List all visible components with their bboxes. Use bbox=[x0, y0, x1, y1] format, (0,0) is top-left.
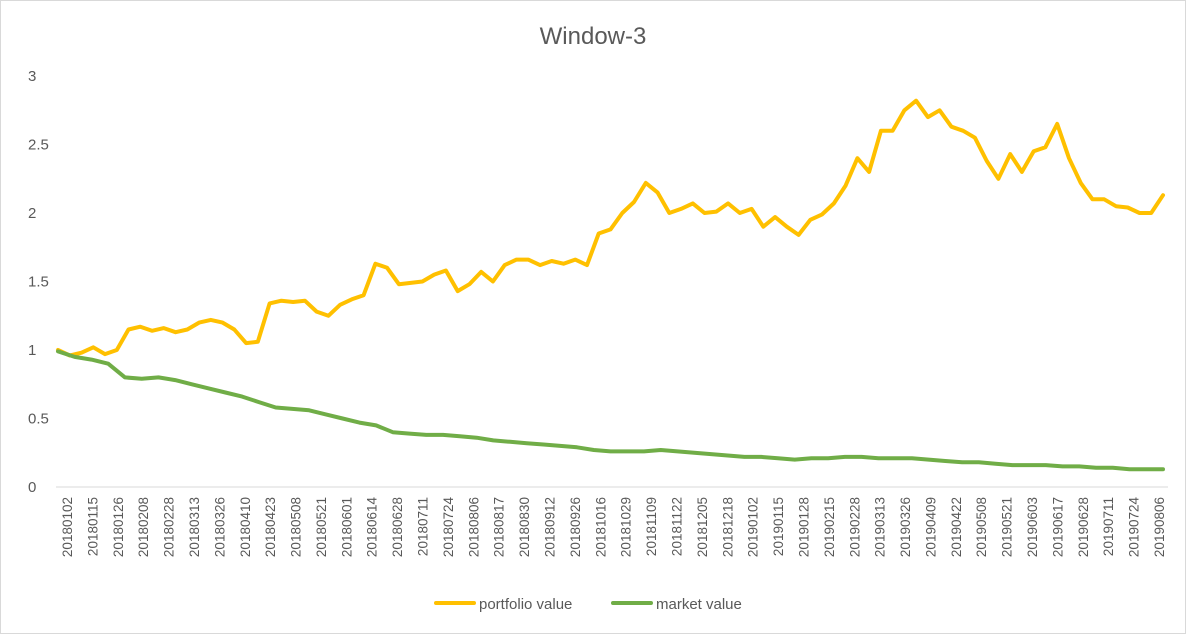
x-tick-label: 20180228 bbox=[162, 497, 177, 557]
x-tick-label: 20181122 bbox=[670, 497, 685, 556]
legend: portfolio value market value bbox=[434, 596, 742, 613]
x-tick-label: 20180115 bbox=[85, 497, 100, 556]
y-tick-label: 1.5 bbox=[28, 274, 49, 291]
x-tick-label: 20190806 bbox=[1152, 497, 1167, 557]
y-tick-label: 0 bbox=[28, 479, 36, 496]
x-tick-label: 20190215 bbox=[822, 497, 837, 557]
x-tick-label: 20180126 bbox=[111, 497, 126, 557]
x-tick-label: 20181218 bbox=[720, 497, 735, 557]
x-tick-label: 20180912 bbox=[543, 497, 558, 557]
x-axis: 20180102 20180115 20180126 20180208 20180228… bbox=[60, 497, 1167, 558]
x-tick-label: 20190603 bbox=[1025, 497, 1040, 557]
y-tick-label: 1 bbox=[28, 342, 36, 359]
x-tick-label: 20190313 bbox=[873, 497, 888, 557]
y-tick-label: 2.5 bbox=[28, 137, 49, 154]
x-tick-label: 20180817 bbox=[492, 497, 507, 557]
x-tick-label: 20190228 bbox=[847, 497, 862, 557]
x-tick-label: 20181205 bbox=[695, 497, 710, 557]
x-tick-label: 20181016 bbox=[593, 497, 608, 557]
y-tick-label: 0.5 bbox=[28, 411, 49, 428]
x-tick-label: 20180508 bbox=[289, 497, 304, 557]
x-tick-label: 20190711 bbox=[1101, 497, 1116, 556]
legend-label-market-value: market value bbox=[656, 596, 742, 613]
y-axis: 0 0.5 1 1.5 2 2.5 3 bbox=[28, 68, 49, 496]
x-tick-label: 20181109 bbox=[644, 497, 659, 556]
legend-label-portfolio-value: portfolio value bbox=[479, 596, 572, 613]
x-tick-label: 20180410 bbox=[238, 497, 253, 557]
y-tick-label: 2 bbox=[28, 205, 36, 222]
x-tick-label: 20180102 bbox=[60, 497, 75, 557]
x-tick-label: 20190409 bbox=[923, 497, 938, 557]
x-tick-label: 20180614 bbox=[365, 497, 380, 558]
x-tick-label: 20180208 bbox=[136, 497, 151, 557]
x-tick-label: 20190617 bbox=[1050, 497, 1065, 557]
y-tick-label: 3 bbox=[28, 68, 36, 85]
x-tick-label: 20180724 bbox=[441, 497, 456, 558]
x-tick-label: 20180806 bbox=[466, 497, 481, 557]
x-tick-label: 20190521 bbox=[1000, 497, 1015, 557]
x-tick-label: 20180711 bbox=[416, 497, 431, 556]
series-line-market-value bbox=[56, 349, 1165, 472]
x-tick-label: 20180326 bbox=[212, 497, 227, 557]
x-tick-label: 20181029 bbox=[619, 497, 634, 557]
x-tick-label: 20180521 bbox=[314, 497, 329, 557]
x-tick-label: 20180423 bbox=[263, 497, 278, 557]
series-group bbox=[56, 98, 1165, 472]
chart-title: Window-3 bbox=[540, 23, 647, 50]
x-tick-label: 20180628 bbox=[390, 497, 405, 557]
x-tick-label: 20190628 bbox=[1076, 497, 1091, 557]
x-tick-label: 20190102 bbox=[746, 497, 761, 557]
x-tick-label: 20190724 bbox=[1127, 497, 1142, 558]
x-tick-label: 20190326 bbox=[898, 497, 913, 557]
x-tick-label: 20180830 bbox=[517, 497, 532, 557]
x-tick-label: 20190422 bbox=[949, 497, 964, 557]
series-line-portfolio-value bbox=[56, 98, 1165, 358]
x-tick-label: 20180926 bbox=[568, 497, 583, 557]
x-tick-label: 20180313 bbox=[187, 497, 202, 557]
x-tick-label: 20190508 bbox=[974, 497, 989, 557]
x-tick-label: 20190128 bbox=[797, 497, 812, 557]
x-tick-label: 20180601 bbox=[339, 497, 354, 557]
x-tick-label: 20190115 bbox=[771, 497, 786, 556]
